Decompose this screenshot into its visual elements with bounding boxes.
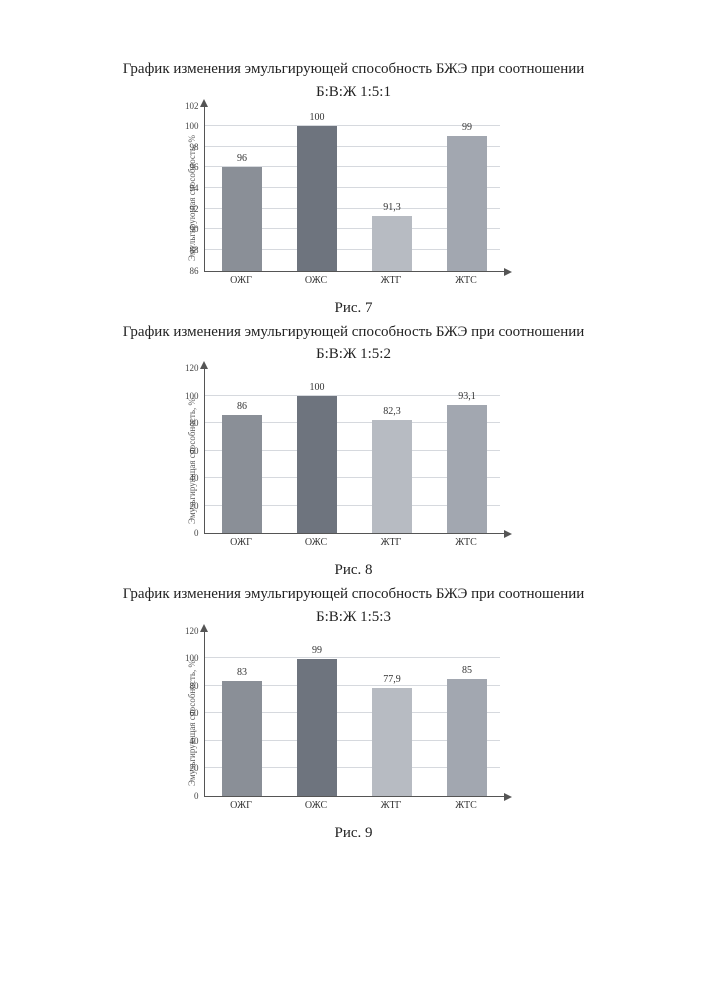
chart-block-0: График изменения эмульгирующей способнос… bbox=[40, 60, 667, 317]
y-axis-label: Эмульгирующая способность, % bbox=[187, 135, 197, 261]
x-tick-label: ЖТС bbox=[455, 275, 477, 286]
x-tick-label: ОЖС bbox=[305, 537, 327, 548]
y-tick-label: 60 bbox=[190, 446, 205, 456]
chart-block-2: График изменения эмульгирующей способнос… bbox=[40, 585, 667, 842]
bar-value-label: 91,3 bbox=[383, 202, 401, 213]
y-tick-label: 100 bbox=[185, 653, 205, 663]
chart-title-line1: График изменения эмульгирующей способнос… bbox=[40, 60, 667, 80]
bar: 91,3 bbox=[372, 216, 412, 271]
bar-value-label: 83 bbox=[237, 667, 247, 678]
bar-value-label: 85 bbox=[462, 665, 472, 676]
y-tick-label: 96 bbox=[190, 162, 205, 172]
chart-wrap: Эмульгирующая способность, %020406080100… bbox=[40, 369, 667, 552]
page: График изменения эмульгирующей способнос… bbox=[0, 0, 707, 1000]
bar-value-label: 99 bbox=[462, 122, 472, 133]
x-tick-label: ОЖС bbox=[305, 275, 327, 286]
y-tick-label: 40 bbox=[190, 473, 205, 483]
y-tick-label: 60 bbox=[190, 708, 205, 718]
x-axis-arrow-icon bbox=[504, 530, 512, 538]
y-tick-label: 80 bbox=[190, 681, 205, 691]
x-tick-label: ЖТГ bbox=[381, 537, 402, 548]
chart: Эмульгирующая способность, %868890929496… bbox=[204, 107, 504, 290]
y-tick-label: 120 bbox=[185, 626, 205, 636]
x-tick-label: ОЖС bbox=[305, 800, 327, 811]
chart-title-line2: Б:В:Ж 1:5:2 bbox=[40, 346, 667, 363]
y-tick-label: 90 bbox=[190, 224, 205, 234]
x-tick-label: ЖТГ bbox=[381, 800, 402, 811]
x-axis-arrow-icon bbox=[504, 793, 512, 801]
y-tick-label: 88 bbox=[190, 245, 205, 255]
y-tick-label: 94 bbox=[190, 183, 205, 193]
bar: 93,1 bbox=[447, 405, 487, 533]
x-tick-label: ЖТГ bbox=[381, 275, 402, 286]
bars: 83 99 77,9 85 bbox=[205, 632, 504, 796]
x-axis-arrow-icon bbox=[504, 268, 512, 276]
charts-container: График изменения эмульгирующей способнос… bbox=[40, 60, 667, 842]
bar: 86 bbox=[222, 415, 262, 533]
bar-value-label: 82,3 bbox=[383, 406, 401, 417]
plot-area: 020406080100120839977,985 bbox=[204, 632, 504, 797]
chart-wrap: Эмульгирующая способность, %020406080100… bbox=[40, 632, 667, 815]
bar-value-label: 93,1 bbox=[458, 391, 476, 402]
bars: 86 100 82,3 93,1 bbox=[205, 369, 504, 533]
y-tick-label: 92 bbox=[190, 204, 205, 214]
x-axis-labels: ОЖГ ОЖС ЖТГ ЖТС bbox=[204, 534, 504, 552]
x-tick-label: ОЖГ bbox=[230, 275, 252, 286]
chart: Эмульгирующая способность, %020406080100… bbox=[204, 632, 504, 815]
bar-value-label: 99 bbox=[312, 645, 322, 656]
bar: 85 bbox=[447, 679, 487, 796]
chart-title-line1: График изменения эмульгирующей способнос… bbox=[40, 323, 667, 343]
y-tick-label: 100 bbox=[185, 121, 205, 131]
bar: 82,3 bbox=[372, 420, 412, 533]
y-tick-label: 80 bbox=[190, 418, 205, 428]
y-tick-label: 98 bbox=[190, 142, 205, 152]
bar: 100 bbox=[297, 396, 337, 534]
x-tick-label: ЖТС bbox=[455, 800, 477, 811]
bar: 99 bbox=[297, 659, 337, 795]
bar: 100 bbox=[297, 126, 337, 270]
chart-title-line1: График изменения эмульгирующей способнос… bbox=[40, 585, 667, 605]
chart-title-line2: Б:В:Ж 1:5:3 bbox=[40, 609, 667, 626]
x-axis-labels: ОЖГ ОЖС ЖТГ ЖТС bbox=[204, 272, 504, 290]
bar: 96 bbox=[222, 167, 262, 270]
y-tick-label: 102 bbox=[185, 101, 205, 111]
plot-area: 868890929496981001029610091,399 bbox=[204, 107, 504, 272]
chart: Эмульгирующая способность, %020406080100… bbox=[204, 369, 504, 552]
bar-value-label: 96 bbox=[237, 153, 247, 164]
plot-area: 0204060801001208610082,393,1 bbox=[204, 369, 504, 534]
chart-title-line2: Б:В:Ж 1:5:1 bbox=[40, 84, 667, 101]
figure-label: Рис. 8 bbox=[40, 562, 667, 579]
bar: 77,9 bbox=[372, 688, 412, 795]
y-tick-label: 20 bbox=[190, 501, 205, 511]
chart-wrap: Эмульгирующая способность, %868890929496… bbox=[40, 107, 667, 290]
bar-value-label: 77,9 bbox=[383, 674, 401, 685]
figure-label: Рис. 7 bbox=[40, 300, 667, 317]
x-tick-label: ОЖГ bbox=[230, 537, 252, 548]
bar-value-label: 100 bbox=[310, 112, 325, 123]
x-tick-label: ОЖГ bbox=[230, 800, 252, 811]
y-tick-label: 100 bbox=[185, 391, 205, 401]
y-tick-label: 120 bbox=[185, 363, 205, 373]
y-tick-label: 20 bbox=[190, 763, 205, 773]
bar: 83 bbox=[222, 681, 262, 795]
x-tick-label: ЖТС bbox=[455, 537, 477, 548]
bar-value-label: 100 bbox=[310, 382, 325, 393]
bar: 99 bbox=[447, 136, 487, 270]
chart-block-1: График изменения эмульгирующей способнос… bbox=[40, 323, 667, 580]
bar-value-label: 86 bbox=[237, 401, 247, 412]
y-tick-label: 86 bbox=[190, 266, 205, 276]
bars: 96 100 91,3 99 bbox=[205, 107, 504, 271]
y-tick-label: 40 bbox=[190, 736, 205, 746]
figure-label: Рис. 9 bbox=[40, 825, 667, 842]
x-axis-labels: ОЖГ ОЖС ЖТГ ЖТС bbox=[204, 797, 504, 815]
